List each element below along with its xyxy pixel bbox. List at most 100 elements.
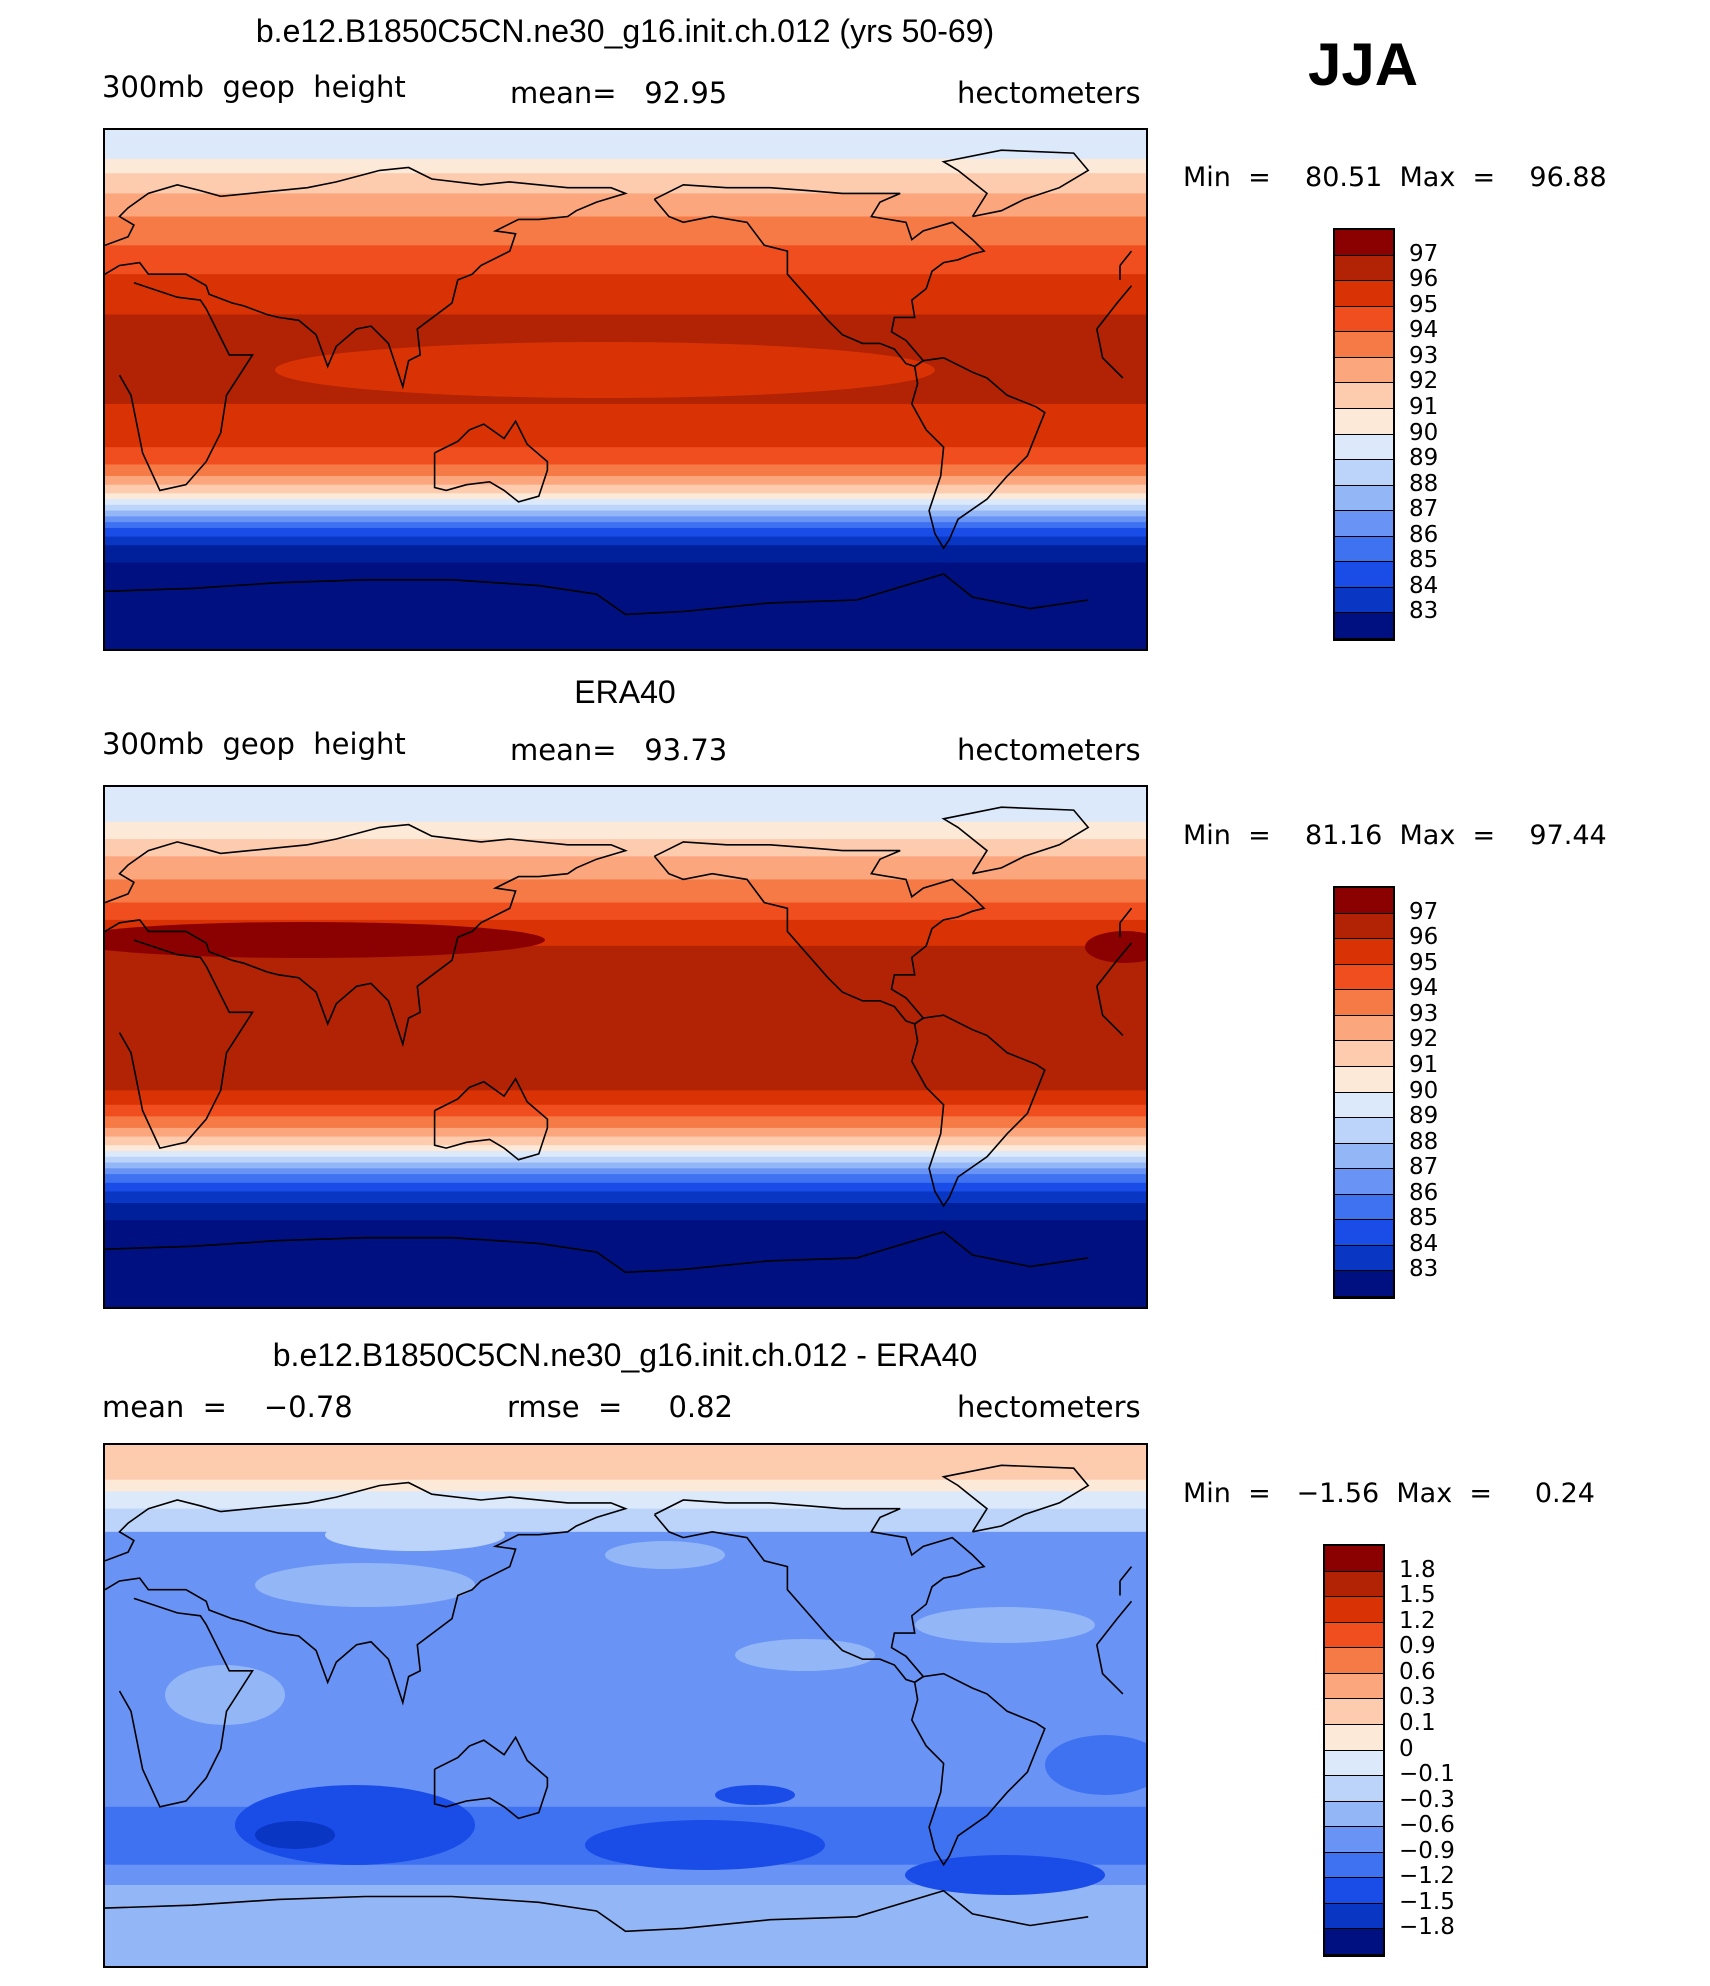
contour-band — [105, 1104, 1146, 1117]
legend-label: 90 — [1409, 1077, 1439, 1104]
coastlines — [105, 149, 1133, 616]
coastline-eurasia — [105, 166, 1133, 390]
contour-blob — [605, 1541, 725, 1569]
contour-blob — [255, 1821, 335, 1849]
panel3-minmax: Min = −1.56 Max = 0.24 — [1183, 1478, 1595, 1509]
legend-swatch — [1335, 939, 1393, 965]
coastline-australia — [433, 1077, 549, 1161]
contour-bands — [105, 130, 1146, 649]
legend-swatch — [1325, 1852, 1383, 1879]
legend-swatch — [1325, 1546, 1383, 1572]
legend-label: 91 — [1409, 393, 1439, 420]
contour-band — [105, 1203, 1146, 1221]
legend-swatch — [1335, 613, 1393, 639]
legend-swatch — [1335, 888, 1393, 914]
panel2-variable-label: 300mb geop height — [102, 727, 406, 761]
legend-swatch — [1335, 306, 1393, 333]
legend-swatch — [1335, 460, 1393, 486]
coastline-australia — [433, 419, 549, 503]
contour-band — [105, 562, 1146, 649]
panel2-title: ERA40 — [574, 674, 676, 710]
legend-label: 1.2 — [1399, 1607, 1436, 1634]
legend-label: 92 — [1409, 1026, 1439, 1053]
panel3-contour-field — [105, 1445, 1146, 1966]
legend-swatch — [1335, 1066, 1393, 1093]
contour-band — [105, 403, 1146, 448]
contour-band — [105, 1445, 1146, 1481]
legend-swatch — [1335, 964, 1393, 991]
panel3-rmse-label: rmse = 0.82 — [507, 1390, 734, 1424]
coastline-eurasia — [105, 1481, 1133, 1706]
panel3-mean-label: mean = −0.78 — [102, 1390, 353, 1424]
legend-label: 83 — [1409, 598, 1439, 625]
legend-swatch — [1335, 1041, 1393, 1067]
contour-band — [105, 130, 1146, 160]
legend-swatch — [1335, 1015, 1393, 1042]
coastline-antarctica — [105, 573, 1089, 616]
legend-swatch — [1335, 511, 1393, 537]
panel1-contour-field — [105, 130, 1146, 649]
contour-band — [105, 245, 1146, 275]
legend-label: 0.3 — [1399, 1684, 1436, 1711]
legend-label: 95 — [1409, 949, 1439, 976]
legend-label: 86 — [1409, 521, 1439, 548]
panel3-color-legend — [1323, 1544, 1385, 1957]
panel3-map — [103, 1443, 1148, 1968]
contour-band — [105, 1145, 1146, 1152]
legend-swatch — [1335, 255, 1393, 282]
coastline-samerica — [910, 356, 1046, 550]
legend-swatch — [1325, 1776, 1383, 1802]
legend-swatch — [1335, 913, 1393, 940]
legend-swatch — [1325, 1622, 1383, 1649]
legend-label: 89 — [1409, 1103, 1439, 1130]
legend-swatch — [1335, 230, 1393, 256]
coastlines — [105, 806, 1133, 1274]
legend-label: 0.6 — [1399, 1658, 1436, 1685]
legend-label: 1.8 — [1399, 1556, 1436, 1583]
legend-label: 91 — [1409, 1051, 1439, 1078]
legend-label: 94 — [1409, 975, 1439, 1002]
panel1-variable-label: 300mb geop height — [102, 70, 406, 104]
contour-band — [105, 1151, 1146, 1158]
legend-label: 83 — [1409, 1256, 1439, 1283]
coastline-africa — [118, 939, 1133, 1150]
contour-blob — [715, 1785, 795, 1805]
legend-label: 88 — [1409, 1128, 1439, 1155]
panel2-minmax: Min = 81.16 Max = 97.44 — [1183, 820, 1607, 851]
legend-label: 97 — [1409, 898, 1439, 925]
contour-blob — [275, 342, 935, 398]
panel2-mean-label: mean= 93.73 — [510, 733, 728, 767]
legend-label: 85 — [1409, 1205, 1439, 1232]
contour-band — [105, 484, 1146, 494]
legend-label: 1.5 — [1399, 1582, 1436, 1609]
legend-swatch — [1325, 1648, 1383, 1674]
legend-label: 87 — [1409, 1154, 1439, 1181]
panel1-minmax: Min = 80.51 Max = 96.88 — [1183, 162, 1607, 193]
legend-swatch — [1325, 1673, 1383, 1700]
coastline-eurasia — [105, 823, 1133, 1048]
contour-bands — [105, 787, 1146, 1307]
legend-swatch — [1325, 1903, 1383, 1930]
contour-band — [105, 158, 1146, 174]
legend-swatch — [1325, 1571, 1383, 1598]
contour-band — [105, 1136, 1146, 1146]
legend-label: −0.1 — [1399, 1761, 1455, 1788]
legend-label: 87 — [1409, 496, 1439, 523]
contour-blob — [255, 1563, 475, 1607]
legend-label: 84 — [1409, 572, 1439, 599]
legend-label: 86 — [1409, 1179, 1439, 1206]
legend-label: −0.6 — [1399, 1812, 1455, 1839]
contour-band — [105, 516, 1146, 523]
contour-band — [105, 1479, 1146, 1492]
contour-band — [105, 527, 1146, 538]
contour-band — [105, 1491, 1146, 1510]
contour-blob — [165, 1665, 285, 1725]
contour-band — [105, 1127, 1146, 1138]
contour-band — [105, 1162, 1146, 1169]
legend-label: 95 — [1409, 291, 1439, 318]
legend-label: 90 — [1409, 419, 1439, 446]
legend-swatch — [1335, 1194, 1393, 1221]
legend-swatch — [1335, 1118, 1393, 1144]
coastline-samerica — [910, 1672, 1046, 1867]
legend-swatch — [1335, 485, 1393, 512]
